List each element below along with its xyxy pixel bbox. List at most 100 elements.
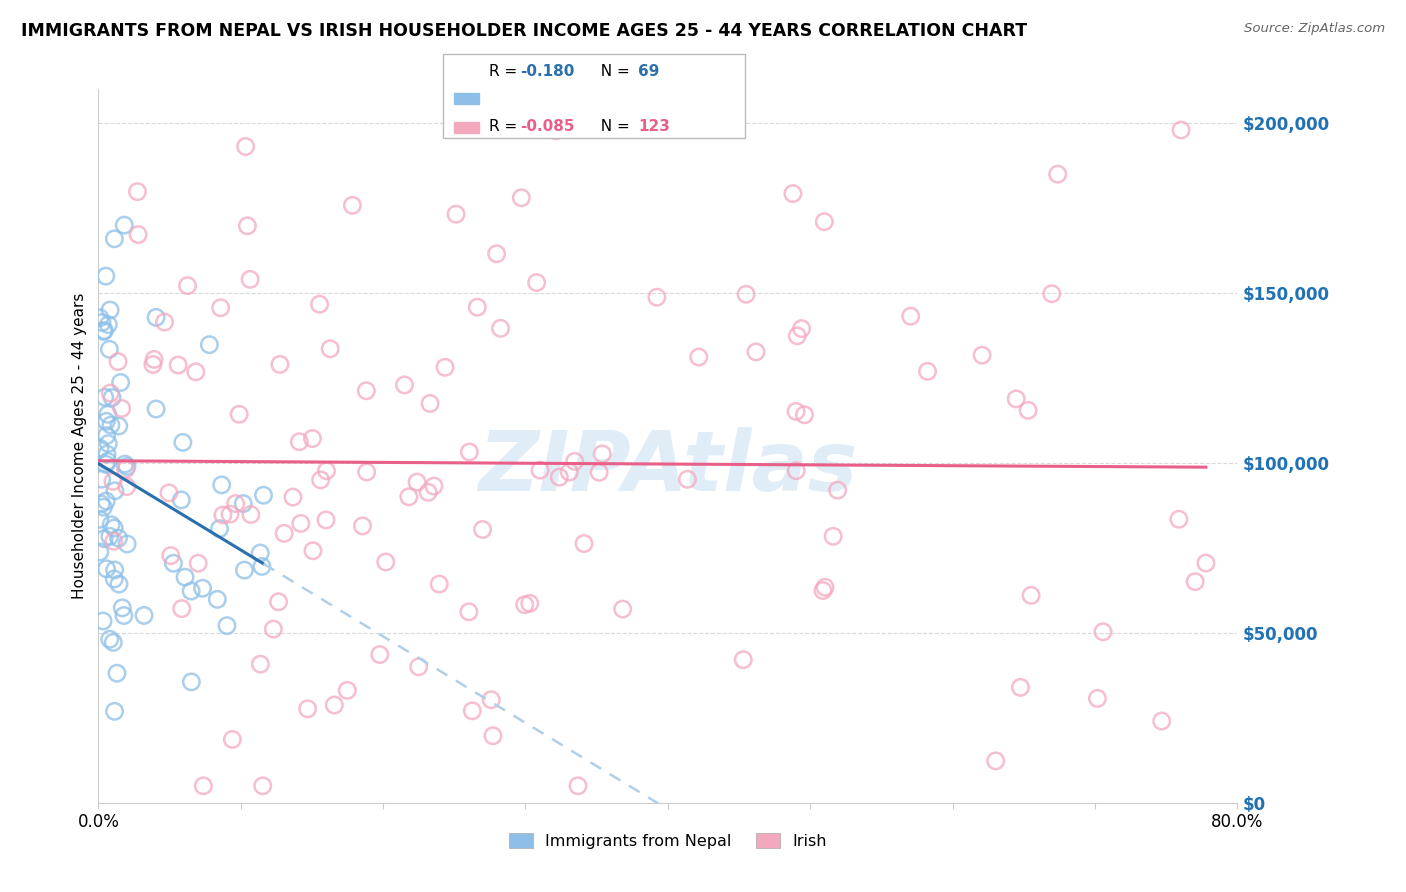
Point [281, 490, 304, 504]
Point [180, 584, 202, 599]
Point [309, 473, 332, 487]
Point [232, 497, 254, 511]
Point [585, 82, 607, 96]
Text: -0.085: -0.085 [520, 119, 575, 134]
Point [249, 546, 271, 560]
Point [645, 290, 668, 304]
Point [735, 287, 758, 301]
Point [209, 301, 232, 315]
Point [101, 391, 124, 405]
Point [93, 500, 115, 515]
Point [479, 692, 502, 706]
Point [96, 494, 118, 508]
Point [564, 454, 586, 468]
Point [1010, 681, 1032, 695]
Point [252, 779, 274, 793]
Point [103, 232, 125, 246]
Point [485, 246, 508, 260]
Point [180, 674, 202, 689]
Point [191, 581, 214, 595]
Point [519, 596, 541, 610]
Point [111, 401, 134, 416]
Point [793, 408, 815, 422]
Point [419, 396, 441, 410]
Point [96, 562, 118, 576]
Text: IMMIGRANTS FROM NEPAL VS IRISH HOUSEHOLDER INCOME AGES 25 - 44 YEARS CORRELATION: IMMIGRANTS FROM NEPAL VS IRISH HOUSEHOLD… [21, 22, 1028, 40]
Point [239, 272, 262, 286]
Point [250, 559, 273, 574]
Point [444, 207, 467, 221]
Point [526, 276, 548, 290]
Point [174, 570, 197, 584]
Point [103, 704, 125, 718]
Point [336, 683, 359, 698]
Point [827, 483, 849, 498]
Legend: Immigrants from Nepal, Irish: Immigrants from Nepal, Irish [502, 827, 834, 855]
Text: Source: ZipAtlas.com: Source: ZipAtlas.com [1244, 22, 1385, 36]
Point [115, 480, 138, 494]
Point [467, 300, 489, 314]
Point [308, 297, 330, 311]
Point [301, 432, 323, 446]
Point [98, 386, 121, 401]
Point [115, 537, 138, 551]
Point [612, 602, 634, 616]
Point [374, 555, 396, 569]
Point [269, 358, 291, 372]
Text: ZIPAtlas: ZIPAtlas [478, 427, 858, 508]
Point [262, 622, 284, 636]
Point [112, 608, 135, 623]
Point [98, 529, 121, 543]
Point [970, 348, 993, 362]
Point [290, 516, 312, 531]
Point [221, 732, 243, 747]
Point [198, 337, 221, 351]
Point [394, 378, 416, 392]
Point [548, 470, 571, 484]
Point [406, 475, 429, 489]
Point [167, 358, 190, 372]
Point [96, 428, 118, 442]
Point [423, 479, 446, 493]
Point [97, 454, 120, 468]
Point [225, 497, 247, 511]
Point [91, 316, 114, 330]
Point [90, 497, 112, 511]
Point [249, 657, 271, 672]
Point [143, 352, 166, 367]
Point [813, 215, 835, 229]
Point [408, 660, 430, 674]
Point [132, 608, 155, 623]
Point [267, 595, 290, 609]
Point [96, 447, 118, 461]
Point [529, 463, 551, 477]
Point [1005, 392, 1028, 406]
Point [94, 458, 117, 472]
Point [1195, 556, 1218, 570]
Point [97, 318, 120, 332]
Point [434, 360, 457, 375]
Point [398, 490, 420, 504]
Point [319, 342, 342, 356]
Point [239, 508, 262, 522]
Point [112, 218, 135, 232]
Point [98, 343, 121, 357]
Point [513, 598, 536, 612]
Text: -0.180: -0.180 [520, 64, 575, 79]
Point [544, 124, 567, 138]
Point [688, 350, 710, 364]
Text: 123: 123 [638, 119, 671, 134]
Point [356, 384, 378, 398]
Text: 69: 69 [638, 64, 659, 79]
Point [1019, 588, 1042, 602]
Point [482, 729, 505, 743]
Point [207, 592, 229, 607]
Point [235, 139, 257, 153]
Point [93, 390, 115, 404]
Point [145, 402, 167, 417]
Point [1087, 691, 1109, 706]
Point [273, 526, 295, 541]
Point [115, 459, 138, 474]
Point [352, 519, 374, 533]
Point [101, 475, 124, 489]
